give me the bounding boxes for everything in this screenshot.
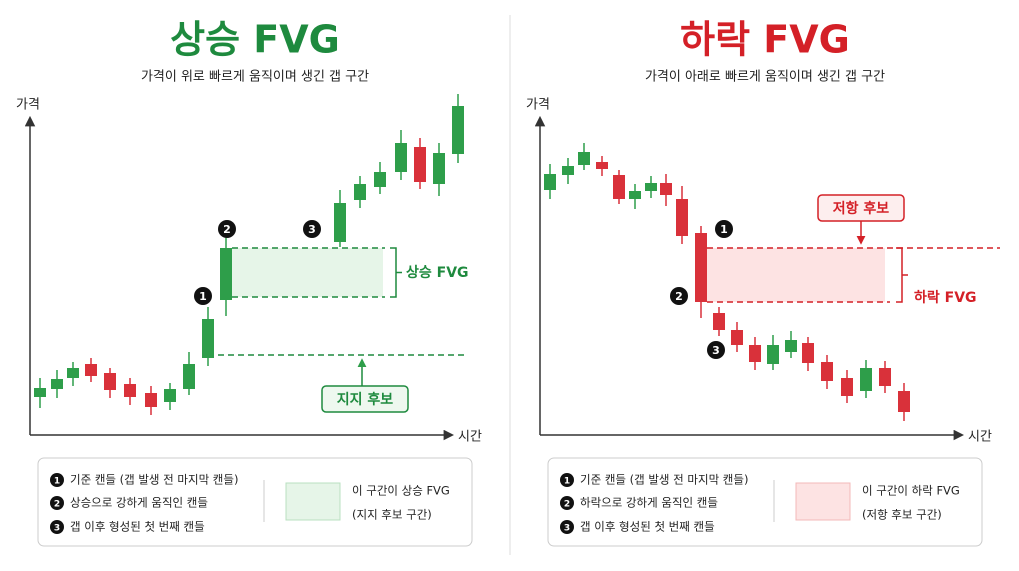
fvg-bracket — [390, 247, 402, 298]
legend-box — [547, 457, 983, 547]
panel-subtitle: 가격이 아래로 빠르게 움직이며 생긴 갭 구간 — [645, 70, 885, 85]
legend-item: 갭 이후 형성된 첫 번째 캔들 — [580, 520, 715, 534]
candle-body — [596, 162, 608, 169]
x-axis-label: 시간 — [968, 430, 992, 445]
candle-body — [124, 384, 136, 397]
candle-body — [51, 379, 63, 389]
candle-body — [202, 319, 214, 358]
legend-badge — [560, 473, 574, 487]
candle-body — [34, 388, 46, 397]
zone-box — [817, 194, 905, 222]
candle-body — [713, 313, 725, 330]
candle-body — [695, 233, 707, 302]
candle-body — [802, 343, 814, 363]
marker-badge — [670, 287, 688, 305]
candle-body — [645, 183, 657, 191]
legend-zone-text: 이 구간이 하락 FVG — [862, 484, 960, 498]
legend-badge-number: 2 — [564, 500, 570, 510]
fvg-bracket — [896, 247, 908, 303]
candle-body — [433, 153, 445, 184]
marker-badge — [715, 220, 733, 238]
legend-badge-number: 3 — [564, 524, 570, 534]
candle-body — [821, 362, 833, 381]
candle-body — [841, 378, 853, 396]
legend-swatch — [285, 482, 341, 521]
candle-body — [749, 345, 761, 362]
candle-body — [395, 143, 407, 172]
marker-number: 3 — [712, 344, 720, 357]
legend-badge-number: 1 — [564, 477, 570, 487]
legend-badge — [50, 473, 64, 487]
candle-body — [145, 393, 157, 407]
panel-title: 하락 FVG — [680, 18, 850, 62]
fvg-label: 상승 FVG — [406, 265, 469, 281]
x-axis-label: 시간 — [458, 430, 482, 445]
legend-swatch — [795, 482, 851, 521]
legend-item: 하락으로 강하게 움직인 캔들 — [580, 496, 718, 510]
candle-body — [860, 368, 872, 391]
candle-body — [660, 183, 672, 195]
legend-badge-number: 3 — [54, 524, 60, 534]
candle-body — [629, 191, 641, 199]
legend-badge — [50, 520, 64, 534]
legend-item: 기준 캔들 (갭 발생 전 마지막 캔들) — [580, 473, 748, 487]
marker-number: 1 — [199, 290, 207, 303]
legend-zone-text: (지지 후보 구간) — [352, 508, 432, 522]
candle-body — [785, 340, 797, 352]
candle-body — [562, 166, 574, 175]
candle-body — [544, 174, 556, 190]
marker-badge — [218, 220, 236, 238]
panel-title: 상승 FVG — [170, 18, 340, 62]
zone-label: 저항 후보 — [833, 200, 890, 217]
marker-number: 3 — [308, 223, 316, 236]
legend-zone-text: 이 구간이 상승 FVG — [352, 484, 450, 498]
zone-box — [321, 385, 409, 413]
candle-body — [731, 330, 743, 345]
candle-body — [164, 389, 176, 402]
legend-badge — [50, 496, 64, 510]
legend-box — [37, 457, 473, 547]
legend-badge — [560, 520, 574, 534]
marker-number: 2 — [675, 290, 683, 303]
candle-body — [374, 172, 386, 187]
candle-body — [220, 248, 232, 300]
fvg-label: 하락 FVG — [914, 289, 977, 306]
y-axis-label: 가격 — [526, 98, 550, 113]
candle-body — [898, 391, 910, 412]
fvg-zone — [707, 248, 885, 302]
legend-item: 갭 이후 형성된 첫 번째 캔들 — [70, 520, 205, 534]
candle-body — [879, 368, 891, 386]
fvg-zone — [232, 248, 383, 297]
candle-body — [578, 152, 590, 165]
candle-body — [414, 147, 426, 182]
candle-body — [67, 368, 79, 378]
candle-body — [613, 175, 625, 199]
candle-body — [354, 184, 366, 200]
candle-body — [767, 345, 779, 364]
candle-body — [104, 373, 116, 390]
marker-number: 1 — [720, 223, 728, 236]
zone-label: 지지 후보 — [337, 392, 394, 408]
legend-badge-number: 1 — [54, 477, 60, 487]
legend-item: 기준 캔들 (갭 발생 전 마지막 캔들) — [70, 473, 238, 487]
panel-subtitle: 가격이 위로 빠르게 움직이며 생긴 갭 구간 — [141, 70, 369, 85]
candle-body — [183, 364, 195, 389]
candle-body — [676, 199, 688, 236]
legend-badge-number: 2 — [54, 500, 60, 510]
legend-zone-text: (저항 후보 구간) — [862, 508, 942, 522]
legend-badge — [560, 496, 574, 510]
marker-badge — [303, 220, 321, 238]
candle-body — [85, 364, 97, 376]
marker-badge — [707, 341, 725, 359]
y-axis-label: 가격 — [16, 98, 40, 113]
marker-number: 2 — [223, 223, 231, 236]
candle-body — [334, 203, 346, 242]
candle-body — [452, 106, 464, 154]
marker-badge — [194, 287, 212, 305]
legend-item: 상승으로 강하게 움직인 캔들 — [70, 496, 208, 510]
